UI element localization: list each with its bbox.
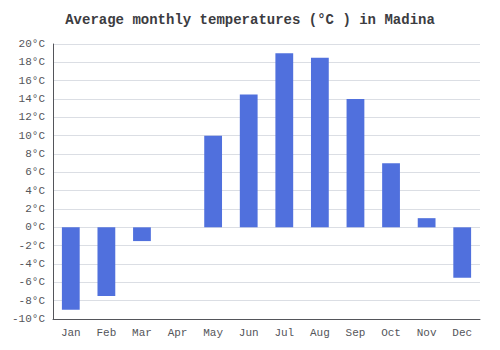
svg-text:Jun: Jun — [239, 327, 259, 339]
svg-text:-10°C: -10°C — [12, 313, 45, 325]
svg-text:10°C: 10°C — [19, 130, 46, 142]
svg-text:12°C: 12°C — [19, 111, 46, 123]
svg-text:Sep: Sep — [346, 327, 366, 339]
svg-text:16°C: 16°C — [19, 75, 46, 87]
svg-text:Mar: Mar — [132, 327, 152, 339]
svg-text:-2°C: -2°C — [19, 240, 46, 252]
svg-text:Feb: Feb — [96, 327, 116, 339]
svg-text:May: May — [203, 327, 223, 339]
svg-text:4°C: 4°C — [25, 185, 45, 197]
svg-text:Average monthly temperatures (: Average monthly temperatures (°C ) in Ma… — [65, 12, 435, 28]
svg-text:Nov: Nov — [417, 327, 437, 339]
svg-text:Oct: Oct — [381, 327, 401, 339]
svg-text:Jan: Jan — [61, 327, 81, 339]
svg-text:2°C: 2°C — [25, 203, 45, 215]
svg-text:14°C: 14°C — [19, 93, 46, 105]
svg-text:Jul: Jul — [274, 327, 294, 339]
svg-text:20°C: 20°C — [19, 38, 46, 50]
svg-text:Dec: Dec — [452, 327, 472, 339]
svg-text:Aug: Aug — [310, 327, 330, 339]
svg-text:8°C: 8°C — [25, 148, 45, 160]
svg-text:Apr: Apr — [168, 327, 188, 339]
svg-text:0°C: 0°C — [25, 221, 45, 233]
svg-text:6°C: 6°C — [25, 166, 45, 178]
svg-text:-8°C: -8°C — [19, 295, 46, 307]
svg-text:18°C: 18°C — [19, 56, 46, 68]
svg-text:-4°C: -4°C — [19, 258, 46, 270]
svg-text:-6°C: -6°C — [19, 276, 46, 288]
